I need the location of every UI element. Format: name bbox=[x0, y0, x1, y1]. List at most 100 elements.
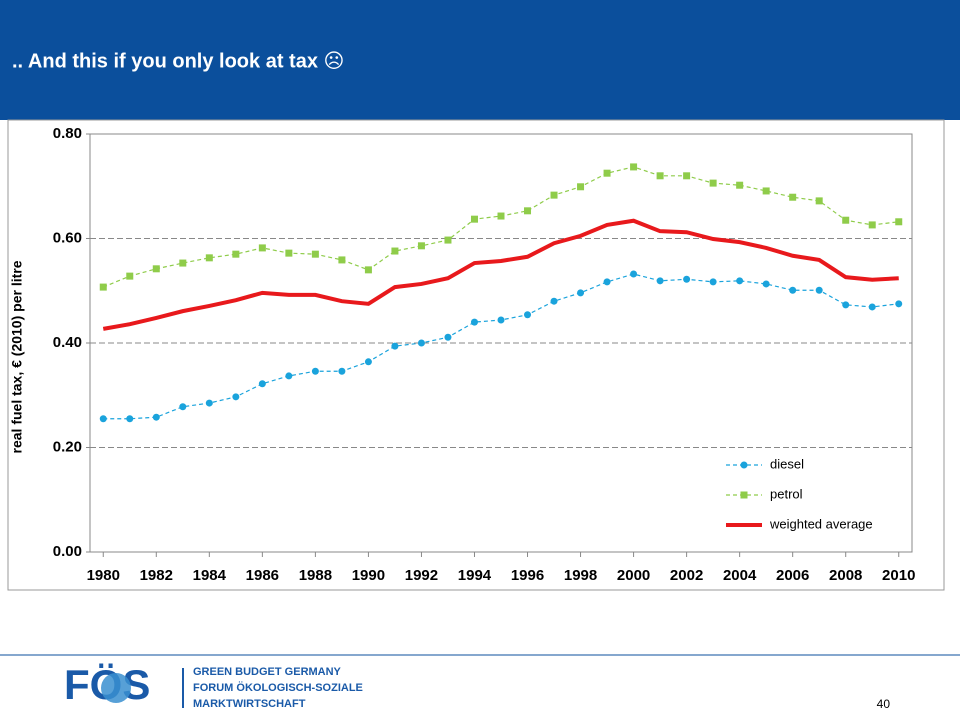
point bbox=[232, 393, 240, 401]
point bbox=[842, 216, 850, 224]
point bbox=[152, 413, 160, 421]
point bbox=[709, 179, 717, 187]
point bbox=[895, 300, 903, 308]
logo-globe bbox=[101, 673, 131, 703]
y-tick-label: 0.00 bbox=[53, 543, 82, 560]
legend-label: weighted average bbox=[769, 516, 873, 531]
x-tick-label: 1988 bbox=[299, 567, 332, 584]
point bbox=[577, 289, 585, 297]
point bbox=[762, 280, 770, 288]
point bbox=[815, 197, 823, 205]
point bbox=[285, 249, 293, 257]
point bbox=[656, 277, 664, 285]
point bbox=[417, 339, 425, 347]
footer-org-line: MARKTWIRTSCHAFT bbox=[193, 698, 306, 710]
point bbox=[311, 367, 319, 375]
point bbox=[550, 191, 558, 199]
x-tick-label: 1990 bbox=[352, 567, 385, 584]
point bbox=[391, 247, 399, 255]
y-tick-label: 0.60 bbox=[53, 229, 82, 246]
point bbox=[417, 242, 425, 250]
point bbox=[603, 278, 611, 286]
point bbox=[338, 256, 346, 264]
point bbox=[126, 415, 134, 423]
point bbox=[497, 316, 505, 324]
point bbox=[391, 342, 399, 350]
point bbox=[740, 461, 748, 469]
x-tick-label: 1998 bbox=[564, 567, 597, 584]
point bbox=[179, 259, 187, 267]
x-tick-label: 2010 bbox=[882, 567, 915, 584]
x-tick-label: 1994 bbox=[458, 567, 492, 584]
chart-frame bbox=[7, 119, 945, 591]
point bbox=[99, 415, 107, 423]
point bbox=[683, 275, 691, 283]
x-tick-label: 1986 bbox=[246, 567, 279, 584]
point bbox=[630, 270, 638, 278]
point bbox=[842, 301, 850, 309]
legend-label: petrol bbox=[770, 486, 803, 501]
point bbox=[364, 358, 372, 366]
series-line bbox=[102, 218, 899, 331]
point bbox=[232, 250, 240, 258]
y-tick-label: 0.80 bbox=[53, 125, 82, 142]
y-tick-label: 0.40 bbox=[53, 334, 82, 351]
page-number: 40 bbox=[877, 697, 891, 711]
point bbox=[258, 380, 266, 388]
point bbox=[762, 187, 770, 195]
point bbox=[99, 283, 107, 291]
point bbox=[683, 172, 691, 180]
point bbox=[179, 403, 187, 411]
point bbox=[205, 254, 213, 262]
x-tick-label: 1984 bbox=[193, 567, 227, 584]
point bbox=[550, 297, 558, 305]
x-tick-label: 2004 bbox=[723, 567, 757, 584]
plot-area bbox=[89, 133, 913, 553]
x-tick-label: 1992 bbox=[405, 567, 438, 584]
header-bar bbox=[0, 0, 960, 120]
point bbox=[868, 303, 876, 311]
point bbox=[338, 367, 346, 375]
point bbox=[524, 207, 532, 215]
point bbox=[524, 311, 532, 319]
slide-title: .. And this if you only look at tax ☹ bbox=[12, 50, 344, 72]
point bbox=[815, 286, 823, 294]
point bbox=[497, 212, 505, 220]
point bbox=[709, 278, 717, 286]
x-tick-label: 2002 bbox=[670, 567, 703, 584]
point bbox=[577, 183, 585, 191]
x-tick-label: 2006 bbox=[776, 567, 809, 584]
point bbox=[444, 333, 452, 341]
point bbox=[258, 244, 266, 252]
y-axis-label: real fuel tax, € (2010) per litre bbox=[9, 260, 25, 453]
point bbox=[656, 172, 664, 180]
point bbox=[736, 181, 744, 189]
x-tick-label: 1996 bbox=[511, 567, 544, 584]
point bbox=[736, 277, 744, 285]
point bbox=[152, 265, 160, 273]
x-tick-label: 1982 bbox=[140, 567, 173, 584]
point bbox=[126, 272, 134, 280]
point bbox=[364, 266, 372, 274]
footer-org-line: FORUM ÖKOLOGISCH-SOZIALE bbox=[193, 681, 363, 694]
x-tick-label: 1980 bbox=[87, 567, 120, 584]
point bbox=[444, 236, 452, 244]
point bbox=[868, 221, 876, 229]
point bbox=[740, 491, 748, 499]
point bbox=[470, 318, 478, 326]
footer-org-line: GREEN BUDGET GERMANY bbox=[193, 666, 342, 678]
point bbox=[311, 250, 319, 258]
point bbox=[789, 286, 797, 294]
point bbox=[789, 193, 797, 201]
point bbox=[603, 169, 611, 177]
point bbox=[285, 372, 293, 380]
x-tick-label: 2008 bbox=[829, 567, 862, 584]
point bbox=[630, 163, 638, 171]
point bbox=[205, 399, 213, 407]
point bbox=[895, 218, 903, 226]
y-tick-label: 0.20 bbox=[53, 438, 82, 455]
x-tick-label: 2000 bbox=[617, 567, 650, 584]
point bbox=[470, 215, 478, 223]
legend-label: diesel bbox=[770, 456, 804, 471]
